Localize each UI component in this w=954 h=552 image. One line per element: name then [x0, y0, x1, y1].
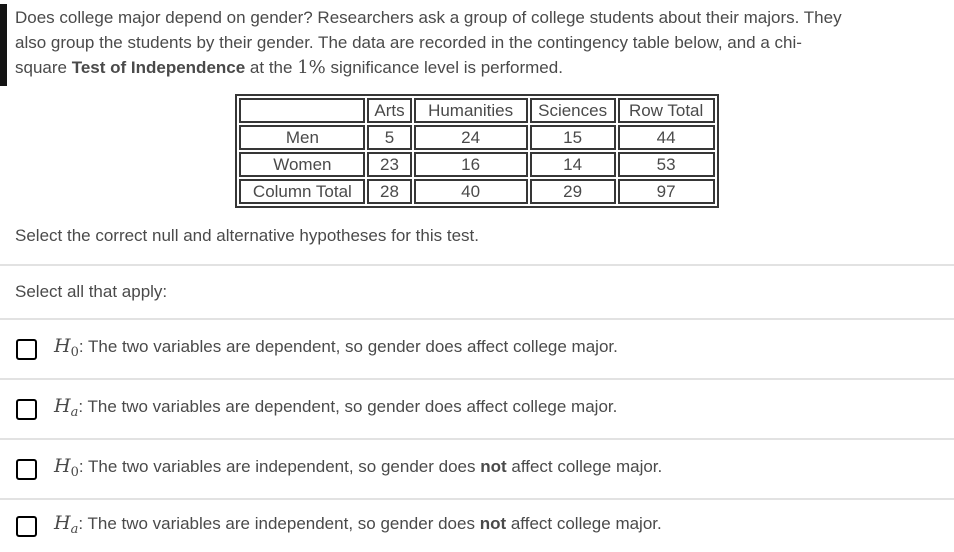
option-text: : The two variables are independent, so … — [78, 513, 480, 533]
option-label: H0: The two variables are dependent, so … — [54, 335, 618, 364]
significance-level-value: 1% — [297, 57, 326, 78]
select-all-label: Select all that apply: — [15, 282, 168, 301]
hypothesis-subscript: a — [70, 521, 79, 537]
answer-option-3: H0: The two variables are independent, s… — [0, 440, 954, 500]
question-line-3-tail: significance level is performed. — [325, 58, 563, 77]
hypothesis-symbol: H — [54, 454, 71, 477]
answer-option-2: Ha: The two variables are dependent, so … — [0, 380, 954, 440]
option-text: : The two variables are independent, so … — [78, 456, 481, 476]
cell-value: 14 — [529, 152, 616, 177]
cell-value: 40 — [413, 179, 528, 204]
left-edge-scrollbar-fragment — [0, 4, 7, 86]
hypothesis-symbol: H — [54, 334, 71, 357]
cell-value: 24 — [413, 125, 528, 150]
question-line-1: Does college major depend on gender? Res… — [15, 8, 842, 27]
hypothesis-symbol: H — [54, 394, 71, 417]
cell-value: 97 — [617, 179, 715, 204]
option-label: Ha: The two variables are independent, s… — [54, 512, 662, 541]
header-blank — [239, 98, 366, 123]
header-humanities: Humanities — [413, 98, 528, 123]
option-text: : The two variables are dependent, so ge… — [78, 336, 618, 356]
bold-not: not — [480, 456, 507, 476]
option-label: H0: The two variables are independent, s… — [54, 455, 662, 484]
hypothesis-subscript: 0 — [70, 464, 79, 480]
cell-value: 29 — [529, 179, 616, 204]
cell-value: 28 — [367, 179, 412, 204]
test-of-independence-label: Test of Independence — [71, 58, 246, 77]
option-text-after: affect college major. — [506, 513, 662, 533]
row-label: Men — [239, 125, 366, 150]
option-text-after: affect college major. — [506, 456, 663, 476]
cell-value: 53 — [617, 152, 715, 177]
cell-value: 23 — [367, 152, 412, 177]
option-text: : The two variables are dependent, so ge… — [78, 396, 618, 416]
checkbox[interactable] — [16, 398, 37, 420]
cell-value: 15 — [529, 125, 616, 150]
cell-value: 5 — [367, 125, 412, 150]
checkbox[interactable] — [16, 338, 37, 360]
answer-option-1: H0: The two variables are dependent, so … — [0, 320, 954, 380]
row-label: Women — [239, 152, 366, 177]
hypothesis-subscript: 0 — [70, 344, 79, 360]
question-line-2: also group the students by their gender.… — [15, 33, 802, 52]
header-row-total: Row Total — [617, 98, 715, 123]
table-row-column-total: Column Total 28 40 29 97 — [239, 179, 715, 204]
header-arts: Arts — [367, 98, 412, 123]
checkbox[interactable] — [16, 458, 37, 480]
question-text: Does college major depend on gender? Res… — [0, 0, 954, 80]
cell-value: 44 — [617, 125, 715, 150]
cell-value: 16 — [413, 152, 528, 177]
hypotheses-prompt: Select the correct null and alternative … — [15, 226, 479, 245]
contingency-table: Arts Humanities Sciences Row Total Men 5… — [235, 94, 719, 208]
table-row-men: Men 5 24 15 44 — [239, 125, 715, 150]
table-row-women: Women 23 16 14 53 — [239, 152, 715, 177]
hypothesis-subscript: a — [70, 404, 79, 420]
checkbox[interactable] — [16, 515, 37, 537]
table-header-row: Arts Humanities Sciences Row Total — [239, 98, 715, 123]
answer-option-4: Ha: The two variables are independent, s… — [0, 500, 954, 552]
bold-not: not — [479, 513, 507, 533]
option-label: Ha: The two variables are dependent, so … — [54, 395, 617, 424]
question-line-3-pre: square — [15, 58, 72, 77]
header-sciences: Sciences — [529, 98, 616, 123]
question-line-3-mid: at the — [245, 58, 298, 77]
hypothesis-symbol: H — [54, 511, 71, 534]
row-label: Column Total — [239, 179, 366, 204]
